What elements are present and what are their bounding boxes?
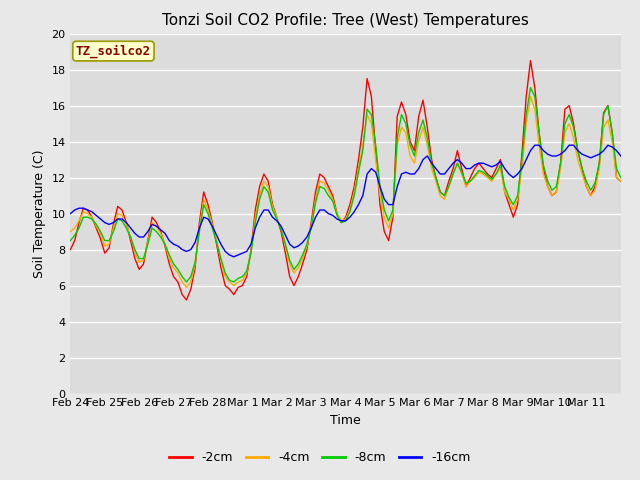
-8cm — [505, 194, 513, 200]
-4cm — [505, 196, 513, 202]
-4cm — [221, 274, 229, 279]
-16cm — [531, 142, 539, 148]
-8cm — [221, 270, 229, 276]
-2cm — [397, 99, 405, 105]
-16cm — [359, 192, 367, 199]
-16cm — [617, 153, 625, 159]
-16cm — [92, 213, 100, 218]
-8cm — [617, 175, 625, 180]
-4cm — [359, 142, 367, 148]
X-axis label: Time: Time — [330, 414, 361, 427]
-8cm — [397, 112, 405, 118]
-8cm — [557, 160, 564, 166]
-2cm — [221, 283, 229, 288]
-16cm — [557, 151, 564, 157]
-4cm — [182, 285, 190, 290]
-2cm — [182, 297, 190, 303]
Line: -2cm: -2cm — [70, 60, 621, 300]
-16cm — [230, 254, 237, 260]
-16cm — [217, 241, 225, 247]
-16cm — [67, 211, 74, 216]
-4cm — [617, 178, 625, 184]
-8cm — [359, 148, 367, 154]
Y-axis label: Soil Temperature (C): Soil Temperature (C) — [33, 149, 46, 278]
-16cm — [397, 171, 405, 177]
-8cm — [92, 221, 100, 227]
-2cm — [617, 178, 625, 184]
-16cm — [505, 171, 513, 177]
Line: -16cm: -16cm — [70, 145, 621, 257]
-2cm — [557, 160, 564, 166]
-4cm — [92, 223, 100, 229]
-8cm — [67, 238, 74, 243]
-4cm — [527, 94, 534, 99]
Line: -8cm: -8cm — [70, 87, 621, 282]
-4cm — [557, 166, 564, 171]
-2cm — [92, 225, 100, 231]
Title: Tonzi Soil CO2 Profile: Tree (West) Temperatures: Tonzi Soil CO2 Profile: Tree (West) Temp… — [162, 13, 529, 28]
-2cm — [527, 58, 534, 63]
-8cm — [182, 279, 190, 285]
Line: -4cm: -4cm — [70, 96, 621, 288]
Text: TZ_soilco2: TZ_soilco2 — [76, 44, 151, 58]
Legend: -2cm, -4cm, -8cm, -16cm: -2cm, -4cm, -8cm, -16cm — [164, 446, 476, 469]
-8cm — [527, 84, 534, 90]
-4cm — [67, 228, 74, 234]
-2cm — [359, 124, 367, 130]
-2cm — [67, 247, 74, 252]
-2cm — [505, 202, 513, 207]
-4cm — [397, 124, 405, 130]
